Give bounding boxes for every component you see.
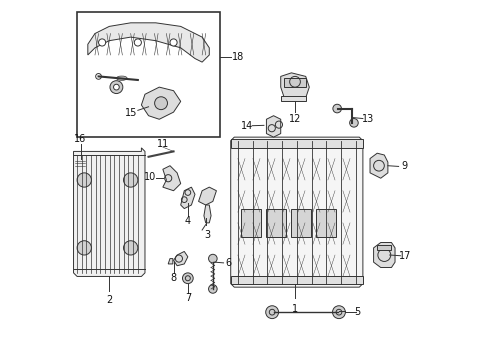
- Circle shape: [209, 285, 217, 293]
- Circle shape: [182, 273, 193, 284]
- Polygon shape: [88, 23, 209, 62]
- Circle shape: [170, 39, 177, 46]
- Circle shape: [98, 39, 106, 46]
- Polygon shape: [142, 87, 181, 119]
- Polygon shape: [267, 116, 281, 137]
- Text: 4: 4: [185, 216, 191, 226]
- Bar: [75, 158, 85, 166]
- Circle shape: [155, 97, 168, 110]
- Text: 5: 5: [354, 307, 361, 317]
- Polygon shape: [281, 73, 309, 102]
- Text: 12: 12: [289, 114, 301, 124]
- Bar: [281, 96, 306, 102]
- Text: 14: 14: [241, 121, 253, 131]
- Ellipse shape: [117, 76, 127, 80]
- Text: 8: 8: [171, 273, 176, 283]
- Polygon shape: [173, 251, 188, 266]
- Text: 7: 7: [185, 293, 191, 303]
- Bar: [231, 139, 363, 148]
- Circle shape: [110, 81, 123, 94]
- Circle shape: [333, 104, 342, 113]
- Circle shape: [123, 173, 138, 187]
- Polygon shape: [74, 148, 145, 276]
- Polygon shape: [168, 258, 173, 264]
- Text: 11: 11: [157, 139, 169, 149]
- Text: 9: 9: [401, 161, 407, 171]
- Bar: [231, 276, 363, 284]
- Bar: [284, 78, 306, 87]
- Text: 6: 6: [226, 258, 232, 268]
- Bar: [267, 208, 286, 237]
- Circle shape: [75, 153, 84, 161]
- Polygon shape: [204, 205, 211, 223]
- Polygon shape: [198, 187, 217, 205]
- Circle shape: [114, 84, 119, 90]
- Text: 17: 17: [399, 251, 411, 261]
- Text: 15: 15: [124, 108, 137, 118]
- Text: 13: 13: [362, 114, 374, 124]
- Polygon shape: [181, 187, 195, 208]
- Text: 18: 18: [232, 52, 244, 62]
- Circle shape: [350, 118, 358, 127]
- Bar: [317, 208, 336, 237]
- Text: 10: 10: [144, 172, 156, 182]
- Circle shape: [77, 173, 92, 187]
- Circle shape: [266, 306, 279, 319]
- Bar: [377, 246, 392, 249]
- Bar: [242, 208, 261, 237]
- Polygon shape: [373, 243, 395, 267]
- Text: 2: 2: [106, 295, 112, 305]
- Text: 3: 3: [204, 230, 211, 240]
- Text: 1: 1: [292, 303, 298, 314]
- Circle shape: [123, 241, 138, 255]
- Bar: [292, 208, 311, 237]
- Polygon shape: [370, 153, 388, 178]
- Circle shape: [209, 254, 217, 263]
- Circle shape: [333, 306, 345, 319]
- Polygon shape: [231, 137, 363, 287]
- Circle shape: [134, 39, 142, 46]
- Circle shape: [77, 241, 92, 255]
- Text: 16: 16: [74, 134, 86, 144]
- Bar: [77, 12, 220, 137]
- Polygon shape: [163, 166, 181, 191]
